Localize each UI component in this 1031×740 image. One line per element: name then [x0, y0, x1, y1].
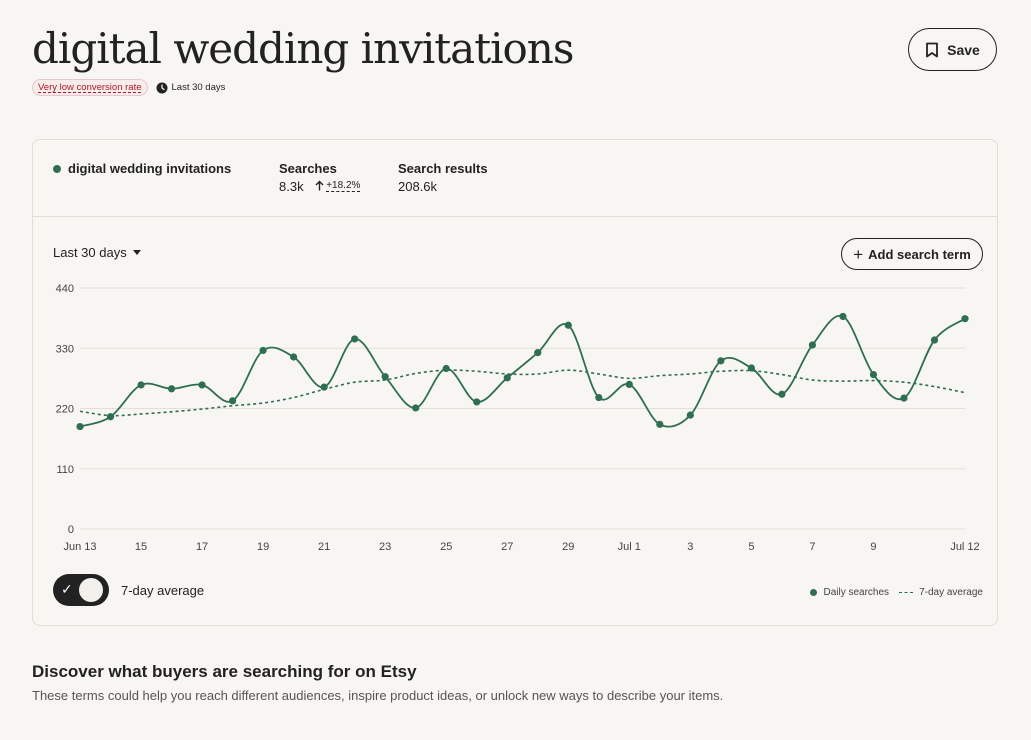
toggle-knob: [79, 578, 103, 602]
date-range-label: Last 30 days: [53, 245, 127, 260]
discover-subtitle: These terms could help you reach differe…: [32, 688, 724, 703]
period-label: Last 30 days: [156, 82, 226, 94]
legend-daily: Daily searches: [810, 587, 889, 598]
searches-stat: Searches 8.3k +18.2%: [279, 161, 361, 194]
average-toggle-row: ✓ 7-day average: [53, 574, 204, 606]
bookmark-icon: [926, 42, 939, 57]
chart-legend: Daily searches 7-day average: [810, 587, 983, 598]
add-search-term-label: Add search term: [868, 246, 971, 262]
searches-label: Searches: [279, 161, 337, 176]
searches-value: 8.3k: [279, 179, 304, 194]
search-trend-card: digital wedding invitations Searches 8.3…: [32, 139, 998, 626]
discover-title: Discover what buyers are searching for o…: [32, 662, 417, 681]
legend-average-label: 7-day average: [919, 587, 983, 598]
check-icon: ✓: [61, 581, 73, 597]
date-range-dropdown[interactable]: Last 30 days: [53, 245, 141, 260]
caret-down-icon: [132, 250, 141, 255]
average-toggle[interactable]: ✓: [53, 574, 109, 606]
results-label: Search results: [398, 161, 488, 176]
legend-average-marker: [899, 592, 914, 593]
legend-daily-marker: [810, 589, 818, 596]
arrow-up-icon: [315, 180, 324, 191]
search-term: digital wedding invitations: [53, 161, 231, 176]
save-label: Save: [947, 41, 980, 58]
series-dot: [53, 164, 61, 173]
clock-icon: [156, 82, 167, 93]
period-text: Last 30 days: [171, 82, 226, 93]
save-button[interactable]: Save: [908, 28, 997, 71]
searches-change: +18.2%: [326, 179, 361, 192]
results-stat: Search results 208.6k: [398, 161, 488, 194]
average-toggle-label: 7-day average: [121, 582, 205, 598]
page-title: digital wedding invitations: [32, 24, 574, 73]
search-term-label: digital wedding invitations: [68, 161, 232, 176]
add-search-term-button[interactable]: + Add search term: [841, 238, 983, 270]
plus-icon: +: [853, 244, 864, 264]
legend-daily-label: Daily searches: [823, 587, 890, 598]
meta-row: Very low conversion rate Last 30 days: [32, 79, 225, 96]
searches-trend[interactable]: +18.2%: [315, 179, 361, 192]
card-header: digital wedding invitations Searches 8.3…: [33, 140, 997, 217]
legend-average: 7-day average: [899, 587, 983, 598]
conversion-badge[interactable]: Very low conversion rate: [32, 79, 148, 96]
results-value: 208.6k: [398, 179, 438, 194]
